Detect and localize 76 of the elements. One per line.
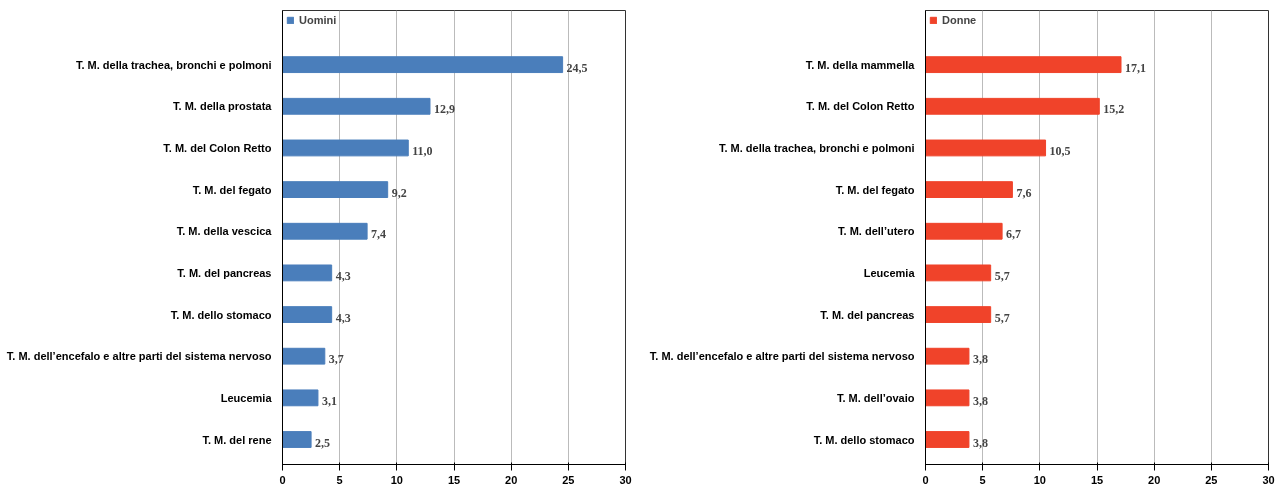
data-label: 5,7	[994, 268, 1010, 283]
bar	[282, 431, 312, 448]
bar	[282, 181, 389, 199]
y-tick-label: T. M. del Colon Retto	[806, 100, 915, 113]
y-tick-label: T. M. della vescica	[176, 225, 273, 238]
bar	[925, 306, 992, 323]
x-tick-label: 10	[1033, 473, 1046, 486]
legend-label: Uomini	[299, 14, 337, 26]
y-tick-label: T. M. del Colon Retto	[163, 141, 272, 154]
data-label: 3,8	[972, 393, 988, 408]
bar	[925, 431, 970, 448]
data-label: 7,6	[1016, 185, 1032, 200]
data-label: 6,7	[1006, 227, 1022, 242]
y-tick-label: Leucemia	[220, 391, 273, 404]
x-tick-label: 5	[979, 473, 986, 486]
x-tick-label: 15	[1090, 473, 1104, 486]
y-tick-label: T. M. dello stomaco	[813, 433, 915, 446]
bar	[282, 97, 431, 115]
x-tick-label: 25	[562, 473, 575, 486]
data-label: 10,5	[1049, 143, 1071, 158]
bar	[925, 264, 992, 282]
bar	[282, 347, 326, 365]
data-label: 4,3	[335, 268, 351, 283]
data-label: 11,0	[412, 143, 433, 158]
x-tick-label: 20	[505, 473, 518, 486]
data-label: 3,7	[328, 352, 344, 367]
x-tick-label: 30	[619, 473, 632, 486]
data-label: 24,5	[566, 60, 588, 75]
y-tick-label: T. M. dell’ovaio	[836, 391, 915, 404]
y-tick-label: T. M. della prostata	[173, 100, 273, 113]
y-tick-label: T. M. del rene	[202, 433, 272, 446]
y-tick-label: T. M. dell’utero	[838, 225, 915, 238]
y-tick-label: T. M. del pancreas	[177, 266, 272, 279]
y-tick-label: T. M. della mammella	[805, 58, 916, 71]
x-tick-label: 0	[279, 473, 286, 486]
data-label: 2,5	[315, 435, 331, 450]
x-tick-label: 30	[1262, 473, 1275, 486]
data-label: 12,9	[433, 102, 455, 117]
data-label: 3,8	[972, 435, 988, 450]
bar	[925, 222, 1003, 240]
bar	[282, 264, 333, 282]
x-tick-label: 15	[447, 473, 461, 486]
y-tick-label: T. M. dello stomaco	[170, 308, 272, 321]
bar	[282, 56, 564, 74]
x-tick-label: 10	[390, 473, 403, 486]
y-tick-label: T. M. della trachea, bronchi e polmoni	[718, 141, 915, 154]
y-tick-label: Leucemia	[863, 266, 916, 279]
y-tick-label: T. M. dell’encefalo e altre parti del sistema nervoso	[649, 350, 915, 363]
legend-label: Donne	[942, 14, 977, 26]
bar	[282, 389, 319, 407]
bar	[925, 56, 1122, 74]
y-tick-label: T. M. dell’encefalo e altre parti del sistema nervoso	[6, 350, 272, 363]
data-label: 17,1	[1125, 60, 1147, 75]
x-tick-label: 0	[922, 473, 929, 486]
data-label: 3,1	[321, 393, 337, 408]
bar	[282, 306, 333, 323]
data-label: 3,8	[972, 352, 988, 367]
y-tick-label: T. M. del pancreas	[820, 308, 915, 321]
data-label: 9,2	[391, 185, 407, 200]
data-label: 15,2	[1103, 102, 1125, 117]
x-tick-label: 25	[1205, 473, 1218, 486]
bar	[925, 97, 1100, 115]
bar	[925, 389, 970, 407]
data-label: 4,3	[335, 310, 351, 325]
y-tick-label: T. M. del fegato	[192, 183, 272, 196]
y-tick-label: T. M. della trachea, bronchi e polmoni	[75, 58, 272, 71]
bar	[282, 222, 368, 240]
x-tick-label: 20	[1148, 473, 1161, 486]
bar	[282, 139, 409, 157]
bar	[925, 181, 1013, 199]
y-tick-label: T. M. del fegato	[835, 183, 915, 196]
bar	[925, 139, 1047, 157]
bar	[925, 347, 970, 365]
data-label: 5,7	[994, 310, 1010, 325]
x-tick-label: 5	[336, 473, 343, 486]
data-label: 7,4	[371, 227, 387, 242]
